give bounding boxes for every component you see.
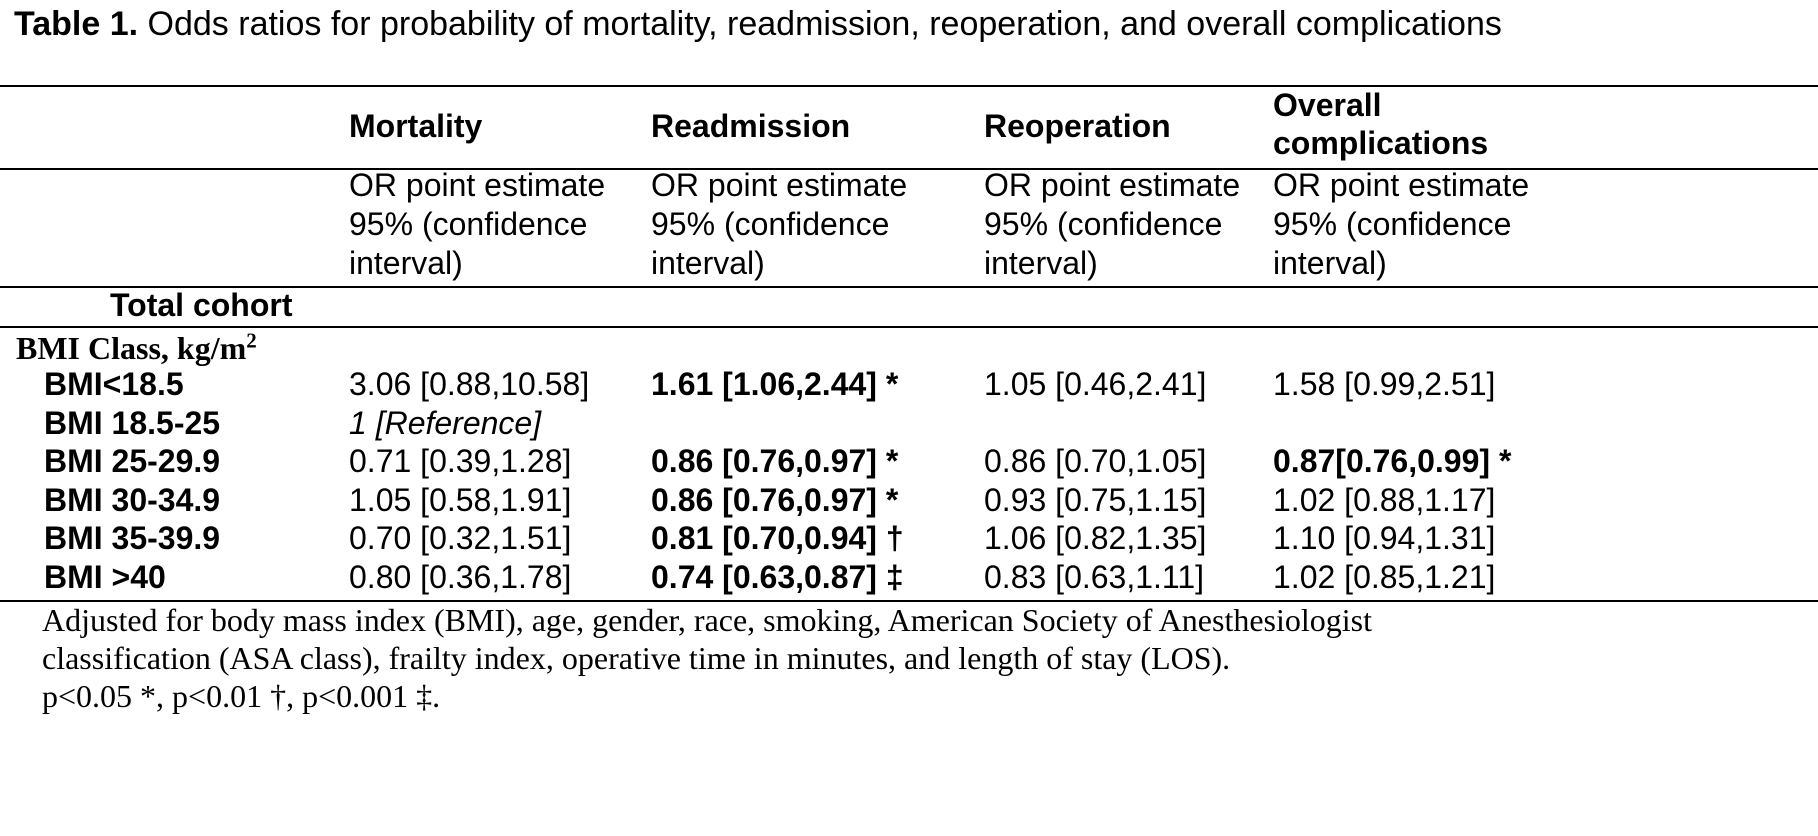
column-header-line: Overall [1273, 87, 1382, 123]
header-rule [0, 168, 1818, 170]
subheader-line: interval) [651, 245, 765, 281]
subheader-line: OR point estimate [984, 167, 1241, 203]
table-cell: 3.06 [0.88,10.58] [349, 366, 590, 402]
table-cell: 1.61 [1.06,2.44] * [651, 366, 899, 402]
table-cell: 0.86 [0.76,0.97] * [651, 482, 899, 518]
table-cell: 1.02 [0.88,1.17] [1273, 482, 1496, 518]
table-cell: 0.83 [0.63,1.11] [984, 559, 1205, 595]
table-cell: 0.80 [0.36,1.78] [349, 559, 572, 595]
column-header-overall-complications: Overall complications [1273, 86, 1488, 162]
subheader-line: 95% (confidence [349, 206, 588, 242]
row-label: BMI 35-39.9 [44, 520, 221, 556]
table-cell: 0.86 [0.76,0.97] * [651, 443, 899, 479]
table-cell: 1.02 [0.85,1.21] [1273, 559, 1496, 595]
section-label: Total cohort [110, 287, 293, 323]
subheader-line: interval) [349, 245, 463, 281]
subheader-line: 95% (confidence [984, 206, 1223, 242]
footnote-line: Adjusted for body mass index (BMI), age,… [42, 602, 1372, 638]
column-header-line: complications [1273, 125, 1489, 161]
subheader-line: interval) [1273, 245, 1387, 281]
table-cell: 1 [Reference] [349, 405, 542, 441]
table-caption-text: Odds ratios for probability of mortality… [147, 5, 1502, 43]
subheader-line: OR point estimate [349, 167, 606, 203]
group-label-text: BMI Class, kg/m [16, 330, 247, 366]
row-label: BMI 18.5-25 [44, 405, 221, 441]
table-cell: 0.87[0.76,0.99] * [1273, 443, 1512, 479]
table-cell: 0.71 [0.39,1.28] [349, 443, 572, 479]
subheader-line: interval) [984, 245, 1098, 281]
column-subheader-overall-complications: OR point estimate 95% (confidence interv… [1273, 166, 1529, 283]
footnote-line: classification (ASA class), frailty inde… [42, 640, 1231, 676]
group-label-superscript: 2 [246, 328, 257, 353]
column-subheader-mortality: OR point estimate 95% (confidence interv… [349, 166, 605, 283]
row-label: BMI 30-34.9 [44, 482, 221, 518]
table-cell: 0.70 [0.32,1.51] [349, 520, 572, 556]
table-caption-label: Table 1. [14, 5, 139, 43]
column-subheader-reoperation: OR point estimate 95% (confidence interv… [984, 166, 1240, 283]
row-label: BMI<18.5 [44, 366, 184, 402]
subheader-line: 95% (confidence [1273, 206, 1512, 242]
column-header-mortality: Mortality [349, 108, 483, 144]
table-cell: 1.10 [0.94,1.31] [1273, 520, 1496, 556]
table-caption: Table 1. Odds ratios for probability of … [14, 4, 1502, 44]
column-header-reoperation: Reoperation [984, 108, 1171, 144]
subheader-line: OR point estimate [651, 167, 908, 203]
table-cell: 0.74 [0.63,0.87] ‡ [651, 559, 904, 595]
group-label: BMI Class, kg/m2 [16, 328, 257, 368]
table-cell: 1.58 [0.99,2.51] [1273, 366, 1496, 402]
column-header-readmission: Readmission [651, 108, 851, 144]
footnote-line: p<0.05 *, p<0.01 †, p<0.001 ‡. [42, 678, 441, 714]
row-label: BMI >40 [44, 559, 166, 595]
table-footnotes: Adjusted for body mass index (BMI), age,… [42, 601, 1372, 715]
subheader-rule [0, 286, 1818, 288]
top-rule [0, 85, 1818, 87]
table-cell: 1.06 [0.82,1.35] [984, 520, 1207, 556]
table-cell: 1.05 [0.58,1.91] [349, 482, 572, 518]
table-cell: 0.86 [0.70,1.05] [984, 443, 1207, 479]
table-cell: 0.93 [0.75,1.15] [984, 482, 1207, 518]
table-cell: 0.81 [0.70,0.94] † [651, 520, 904, 556]
section-rule [0, 326, 1818, 328]
subheader-line: OR point estimate [1273, 167, 1530, 203]
column-subheader-readmission: OR point estimate 95% (confidence interv… [651, 166, 907, 283]
row-label: BMI 25-29.9 [44, 443, 221, 479]
subheader-line: 95% (confidence [651, 206, 890, 242]
bottom-rule [0, 600, 1818, 602]
table-cell: 1.05 [0.46,2.41] [984, 366, 1207, 402]
